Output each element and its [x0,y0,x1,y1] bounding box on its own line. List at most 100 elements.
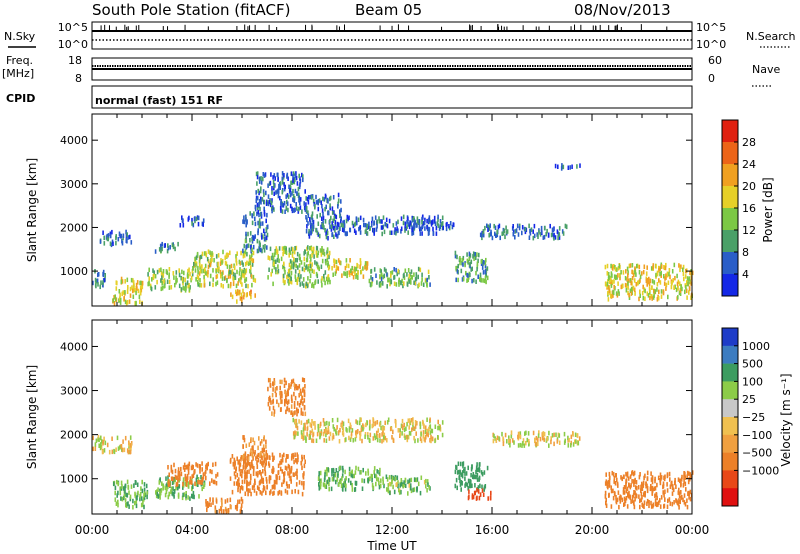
data-cell [660,264,663,269]
data-cell [344,487,347,492]
data-cell [322,220,324,225]
data-cell [173,275,175,280]
data-cell [408,483,411,488]
data-cell [331,210,334,215]
data-cell [398,490,401,495]
data-cell [422,419,424,425]
data-cell [407,216,409,222]
data-cell [317,279,319,284]
data-cell [326,247,329,252]
data-cell [423,424,425,430]
data-cell [261,448,264,454]
data-cell [159,490,161,496]
data-cell [401,431,403,436]
data-cell [651,285,653,290]
data-cell [625,484,627,489]
data-cell [579,163,581,168]
data-cell [160,286,163,292]
data-cell [199,469,201,474]
data-cell [281,209,284,214]
data-cell [625,488,628,494]
data-cell [677,279,680,285]
data-cell [365,422,367,428]
data-cell [178,475,181,481]
data-cell [249,464,252,470]
data-cell [289,476,291,482]
data-cell [216,280,219,285]
data-cell [249,480,252,485]
data-cell [252,471,255,476]
data-cell [666,472,669,477]
data-cell [322,431,325,437]
data-cell [554,163,557,169]
data-cell [97,434,100,440]
data-cell [258,220,261,226]
data-cell [675,498,677,503]
data-cell [239,509,242,514]
data-cell [331,477,334,482]
data-cell [514,229,517,234]
freq-unit: [MHz] [2,67,34,80]
data-cell [425,435,427,440]
data-cell [454,469,457,475]
data-cell [677,477,680,482]
data-cell [298,195,301,200]
data-cell [296,407,298,412]
data-cell [619,499,622,504]
data-cell [478,495,481,501]
data-cell [398,487,400,493]
data-cell [163,279,165,284]
data-cell [240,279,242,285]
data-cell [381,225,384,230]
data-cell [326,479,329,484]
data-cell [674,284,676,289]
data-cell [622,487,625,492]
data-cell [332,434,335,440]
data-cell [298,184,301,189]
data-cell [562,164,565,170]
data-cell [421,219,423,225]
data-cell [260,180,263,185]
data-cell [620,284,623,290]
data-cell [292,194,295,199]
colorbar-tick-label: 8 [742,246,749,259]
data-cell [671,491,674,496]
data-cell [674,275,676,281]
data-cell [296,206,298,211]
data-cell [341,273,343,278]
data-cell [345,263,348,268]
data-cell [165,269,168,274]
data-cell [546,436,548,442]
data-cell [397,428,400,433]
data-cell [311,250,314,255]
data-cell [610,271,613,276]
data-cell [311,217,314,223]
data-cell [288,383,290,388]
data-cell [459,470,461,475]
data-cell [476,495,478,501]
data-cell [249,211,251,216]
data-cell [245,244,248,250]
data-cell [625,288,628,293]
data-cell [411,418,413,423]
x-tick-label: 00:00 [675,523,710,537]
data-cell [408,273,411,279]
data-cell [376,224,378,229]
data-cell [656,282,659,287]
data-cell [227,508,230,513]
data-cell [236,456,238,461]
data-cell [361,478,363,483]
data-cell [488,226,490,231]
data-cell [371,482,374,488]
data-cell [304,384,306,389]
data-cell [476,266,478,272]
data-cell [206,465,208,471]
data-cell [170,468,173,473]
data-cell [258,179,261,184]
data-cell [524,431,526,436]
data-cell [245,464,248,469]
data-cell [413,224,416,230]
data-cell [239,296,242,301]
data-cell [312,219,315,225]
data-cell [383,426,386,431]
